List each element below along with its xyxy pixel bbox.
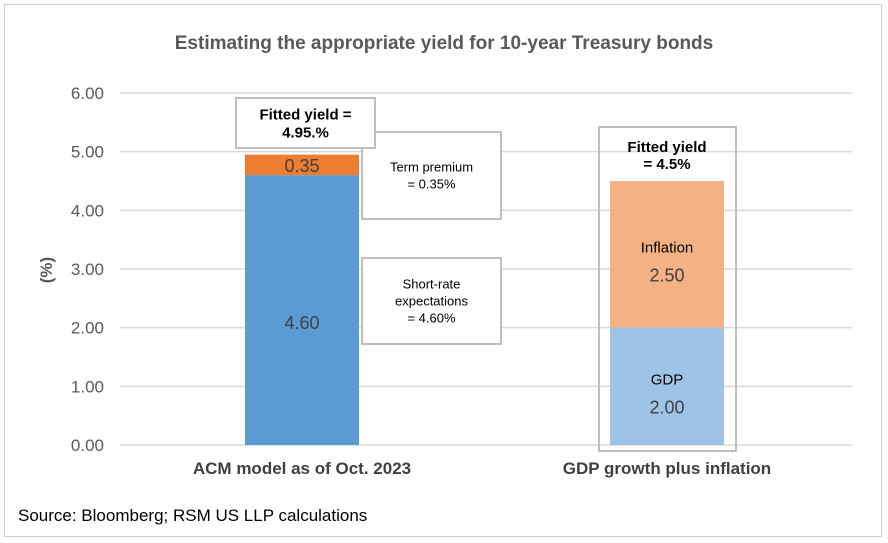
bar-segment <box>245 175 359 445</box>
data-label: 4.60 <box>284 313 319 333</box>
data-label: 0.35 <box>284 156 319 176</box>
source-note: Source: Bloomberg; RSM US LLP calculatio… <box>18 506 367 525</box>
short-rate-annotation-text: = 4.60% <box>407 311 456 326</box>
segment-name: GDP <box>651 371 684 388</box>
y-tick-label: 6.00 <box>71 84 104 103</box>
data-label: 2.00 <box>649 397 684 417</box>
short-rate-annotation-text: expectations <box>395 294 468 309</box>
bar-segment <box>610 181 724 328</box>
y-tick-label: 5.00 <box>71 143 104 162</box>
acm-fitted-yield-annotation-text: Fitted yield = <box>259 106 351 123</box>
acm-fitted-yield-annotation-text: 4.95.% <box>282 124 329 141</box>
acm-fitted-yield-annotation-box <box>235 97 376 149</box>
term-premium-annotation-text: Term premium <box>390 160 473 175</box>
y-tick-label: 1.00 <box>71 377 104 396</box>
gdp-fitted-yield-text: = 4.5% <box>643 156 690 173</box>
y-tick-label: 0.00 <box>71 436 104 455</box>
x-tick-label: ACM model as of Oct. 2023 <box>193 459 411 478</box>
term-premium-annotation-text: = 0.35% <box>407 177 456 192</box>
segment-name: Inflation <box>641 239 694 256</box>
y-tick-label: 3.00 <box>71 260 104 279</box>
term-premium-annotation-box <box>361 131 502 220</box>
fitted-yield-outline-box <box>598 126 737 452</box>
chart-frame <box>4 4 882 537</box>
y-axis-label: (%) <box>37 257 56 283</box>
y-tick-label: 4.00 <box>71 201 104 220</box>
short-rate-annotation-text: Short-rate <box>403 277 461 292</box>
bar-segment <box>245 154 359 176</box>
y-tick-label: 2.00 <box>71 319 104 338</box>
x-tick-label: GDP growth plus inflation <box>563 459 771 478</box>
data-label: 2.50 <box>649 265 684 285</box>
gdp-fitted-yield-text: Fitted yield <box>627 139 706 156</box>
chart-title: Estimating the appropriate yield for 10-… <box>175 33 714 54</box>
short-rate-annotation-box <box>361 257 502 345</box>
bar-segment <box>610 327 724 445</box>
